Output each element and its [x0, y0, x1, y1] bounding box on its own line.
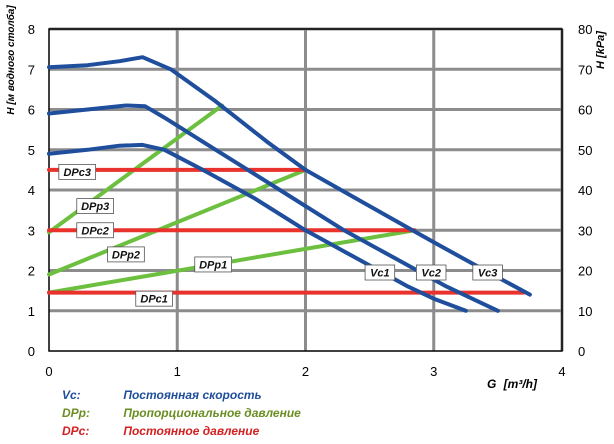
series-vc3 — [47, 55, 532, 297]
y-right-tick-label: 30 — [578, 223, 592, 238]
legend-item-dpc: DPc: Постоянное давление — [62, 424, 301, 442]
label-box — [76, 198, 114, 215]
y-right-tick-label: 40 — [578, 183, 592, 198]
label-text: Vc2 — [421, 268, 441, 280]
label-box — [135, 290, 173, 307]
label-text: DPp3 — [81, 201, 109, 213]
y-left-tick-label: 0 — [28, 344, 35, 359]
series-vc2 — [47, 103, 500, 313]
chart-grid — [48, 27, 564, 352]
y-left-tick-label: 4 — [28, 183, 35, 198]
series-vc1 — [47, 142, 468, 313]
legend-text-vc: Постоянная скорость — [123, 388, 262, 402]
legend-key-dpp: DPp: — [62, 406, 90, 420]
y-axis-left-label: H [м водного столба] — [5, 5, 17, 115]
plot-frame — [48, 28, 563, 352]
x-tick-label: 4 — [558, 364, 565, 379]
y-left-tick-label: 8 — [28, 22, 35, 37]
y-right-tick-label: 70 — [578, 62, 592, 77]
y-right-tick-label: 60 — [578, 103, 592, 118]
legend-item-vc: Vc: Постоянная скорость — [62, 388, 301, 406]
legend-key-dpc: DPc: — [62, 424, 90, 438]
label-text: Vc1 — [370, 268, 390, 280]
legend-item-dpp: DPp: Пропорциональное давление — [62, 406, 301, 424]
series-dpp2 — [47, 167, 308, 277]
y-left-tick-label: 1 — [28, 304, 35, 319]
label-text: DPc3 — [63, 167, 91, 179]
label-dpc1: DPc1 — [135, 290, 173, 307]
legend: Vc: Постоянная скорость DPp: Пропорциона… — [62, 388, 301, 442]
y-right-tick-label: 0 — [578, 344, 585, 359]
label-box — [194, 256, 232, 273]
label-text: DPc2 — [81, 225, 109, 237]
label-text: Vc3 — [478, 268, 498, 280]
y-left-tick-label: 2 — [28, 264, 35, 279]
label-dpc2: DPc2 — [76, 222, 114, 239]
label-dpc3: DPc3 — [58, 163, 97, 180]
label-text: DPp1 — [199, 259, 227, 271]
label-text: DPp2 — [112, 249, 140, 261]
y-axis-right-label: H [kPa] — [595, 31, 607, 69]
y-left-tick-label: 6 — [28, 103, 35, 118]
label-box — [107, 246, 145, 263]
y-left-tick-label: 5 — [28, 143, 35, 158]
y-left-tick-label: 7 — [28, 62, 35, 77]
y-right-tick-label: 50 — [578, 143, 592, 158]
label-dpp2: DPp2 — [107, 246, 145, 263]
series-labels: Vc1 Vc2 Vc3 DPp1 DPp2 DPp3 DPc1 DPc2 DPc3 — [58, 163, 503, 307]
x-tick-label: 1 — [174, 364, 181, 379]
y-right-tick-label: 10 — [578, 304, 592, 319]
x-axis-label-main: G — [487, 377, 496, 391]
label-box — [472, 264, 503, 281]
label-box — [58, 163, 97, 180]
label-box — [76, 222, 114, 239]
y-right-tick-label: 80 — [578, 22, 592, 37]
x-axis-label: G [m³/h] — [487, 377, 538, 391]
label-vc1: Vc1 — [364, 264, 396, 281]
chart-series — [47, 55, 532, 313]
x-tick-label: 2 — [302, 364, 309, 379]
y-left-tick-label: 3 — [28, 223, 35, 238]
label-box — [364, 264, 396, 281]
label-vc3: Vc3 — [472, 264, 503, 281]
legend-text-dpp: Пропорциональное давление — [123, 406, 301, 420]
x-tick-label: 3 — [430, 364, 437, 379]
x-axis-label-unit: [m³/h] — [503, 377, 538, 391]
legend-text-dpc: Постоянное давление — [123, 424, 260, 438]
label-dpp3: DPp3 — [76, 198, 114, 215]
legend-key-vc: Vc: — [62, 388, 81, 402]
x-tick-label: 0 — [45, 364, 52, 379]
label-box — [415, 264, 447, 281]
label-text: DPc1 — [140, 294, 168, 306]
y-right-tick-label: 20 — [578, 264, 592, 279]
label-dpp1: DPp1 — [194, 256, 232, 273]
label-vc2: Vc2 — [415, 264, 447, 281]
